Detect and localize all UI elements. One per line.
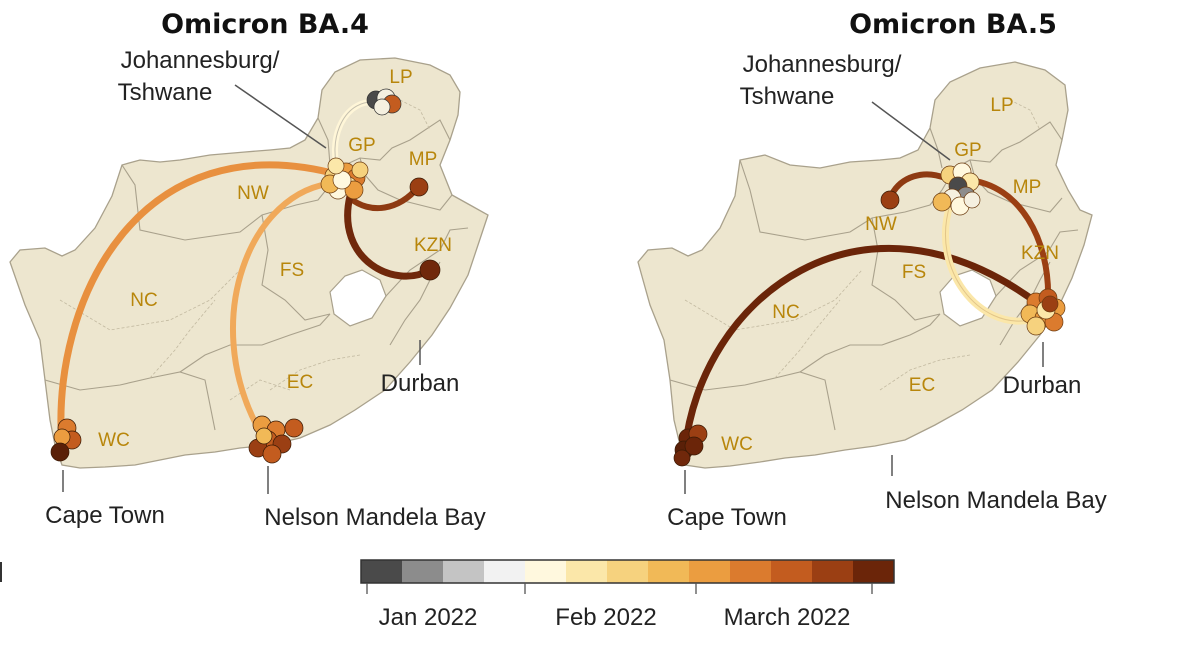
city-label-cape-town: Cape Town — [667, 504, 787, 531]
city-label-cape-town: Cape Town — [45, 502, 165, 529]
city-label-johannesburg-line1: Johannesburg/ — [121, 47, 280, 74]
legend-swatch — [771, 560, 813, 583]
province-label-wc: WC — [721, 434, 753, 455]
legend-tick-label-feb: Feb 2022 — [555, 604, 656, 631]
pointer-lines — [684, 101, 1044, 494]
map-ba5: Omicron BA.5 Johannesburg/ Tshwane LP GP… — [637, 9, 1107, 531]
legend-swatch — [853, 560, 895, 583]
legend-swatch — [607, 560, 649, 583]
province-label-mp: MP — [409, 149, 438, 170]
legend-swatch — [648, 560, 690, 583]
legend-swatches — [361, 560, 895, 583]
city-label-durban: Durban — [1003, 372, 1082, 399]
legend-swatch — [484, 560, 526, 583]
province-borders — [669, 121, 1079, 431]
province-label-wc: WC — [98, 430, 130, 451]
city-label-nelson-mandela-bay: Nelson Mandela Bay — [885, 487, 1106, 514]
province-label-nw: NW — [237, 183, 269, 204]
south-africa-outline — [9, 57, 489, 469]
province-label-lp: LP — [389, 67, 412, 88]
dots-capetown — [673, 424, 708, 467]
map-panel-ba5: Omicron BA.5 Johannesburg/ Tshwane LP GP… — [600, 0, 1200, 550]
arc-gp-to-kzn — [344, 192, 434, 280]
arc-gp-to-durban-light-edge — [945, 204, 1031, 322]
panel-title: Omicron BA.4 — [161, 9, 369, 40]
legend-frame — [360, 559, 895, 584]
city-label-durban: Durban — [381, 370, 460, 397]
province-label-gp: GP — [954, 140, 981, 161]
legend-swatch — [525, 560, 567, 583]
arc-gp-to-durban-dark — [965, 177, 1052, 303]
province-label-ec: EC — [909, 375, 935, 396]
pointer-lines — [62, 84, 421, 494]
transmission-arcs — [681, 171, 1052, 454]
dots-mp — [409, 177, 429, 197]
province-label-mp: MP — [1013, 177, 1042, 198]
province-label-ec: EC — [287, 372, 313, 393]
legend-swatch — [689, 560, 731, 583]
district-lines — [684, 99, 1041, 391]
province-label-kzn: KZN — [1021, 243, 1059, 264]
province-label-nc: NC — [130, 290, 157, 311]
city-label-nelson-mandela-bay: Nelson Mandela Bay — [264, 504, 485, 531]
arc-gp-to-nmb — [230, 180, 338, 431]
dots-gp — [320, 157, 369, 200]
dots-nmb — [248, 415, 304, 464]
panel-title: Omicron BA.5 — [849, 9, 1057, 40]
province-label-nc: NC — [772, 302, 799, 323]
dots-capetown — [50, 418, 82, 462]
legend-swatch — [566, 560, 608, 583]
province-label-nw: NW — [865, 214, 897, 235]
dots-gp — [932, 162, 981, 216]
legend-swatch — [361, 560, 403, 583]
legend-swatch — [443, 560, 485, 583]
legend-tick-label-jan: Jan 2022 — [379, 604, 478, 631]
legend-tick-label-march: March 2022 — [724, 604, 851, 631]
city-label-johannesburg-line2: Tshwane — [118, 79, 213, 106]
dots-nw — [880, 190, 900, 210]
arc-gp-to-capetown — [57, 161, 344, 452]
province-label-fs: FS — [902, 262, 926, 283]
date-color-legend: Jan 2022 Feb 2022 March 2022 — [0, 559, 895, 631]
dots-kzn — [419, 259, 441, 281]
arc-durban-to-capetown — [681, 245, 1044, 454]
legend-swatch — [812, 560, 854, 583]
south-africa-outline — [637, 61, 1093, 469]
dots-durban — [1020, 288, 1066, 336]
legend-ticks — [366, 583, 873, 594]
legend-swatch — [730, 560, 772, 583]
city-label-johannesburg-line2: Tshwane — [740, 83, 835, 110]
dots-lp — [366, 88, 402, 116]
province-label-lp: LP — [990, 95, 1013, 116]
province-label-fs: FS — [280, 260, 304, 281]
city-label-johannesburg-line1: Johannesburg/ — [743, 51, 902, 78]
map-panel-ba4: Omicron BA.4 Johannesburg/ Tshwane LP GP… — [0, 0, 600, 550]
province-label-gp: GP — [348, 135, 375, 156]
legend-swatch — [402, 560, 444, 583]
map-ba4: Omicron BA.4 Johannesburg/ Tshwane LP GP… — [9, 9, 489, 531]
province-label-kzn: KZN — [414, 235, 452, 256]
